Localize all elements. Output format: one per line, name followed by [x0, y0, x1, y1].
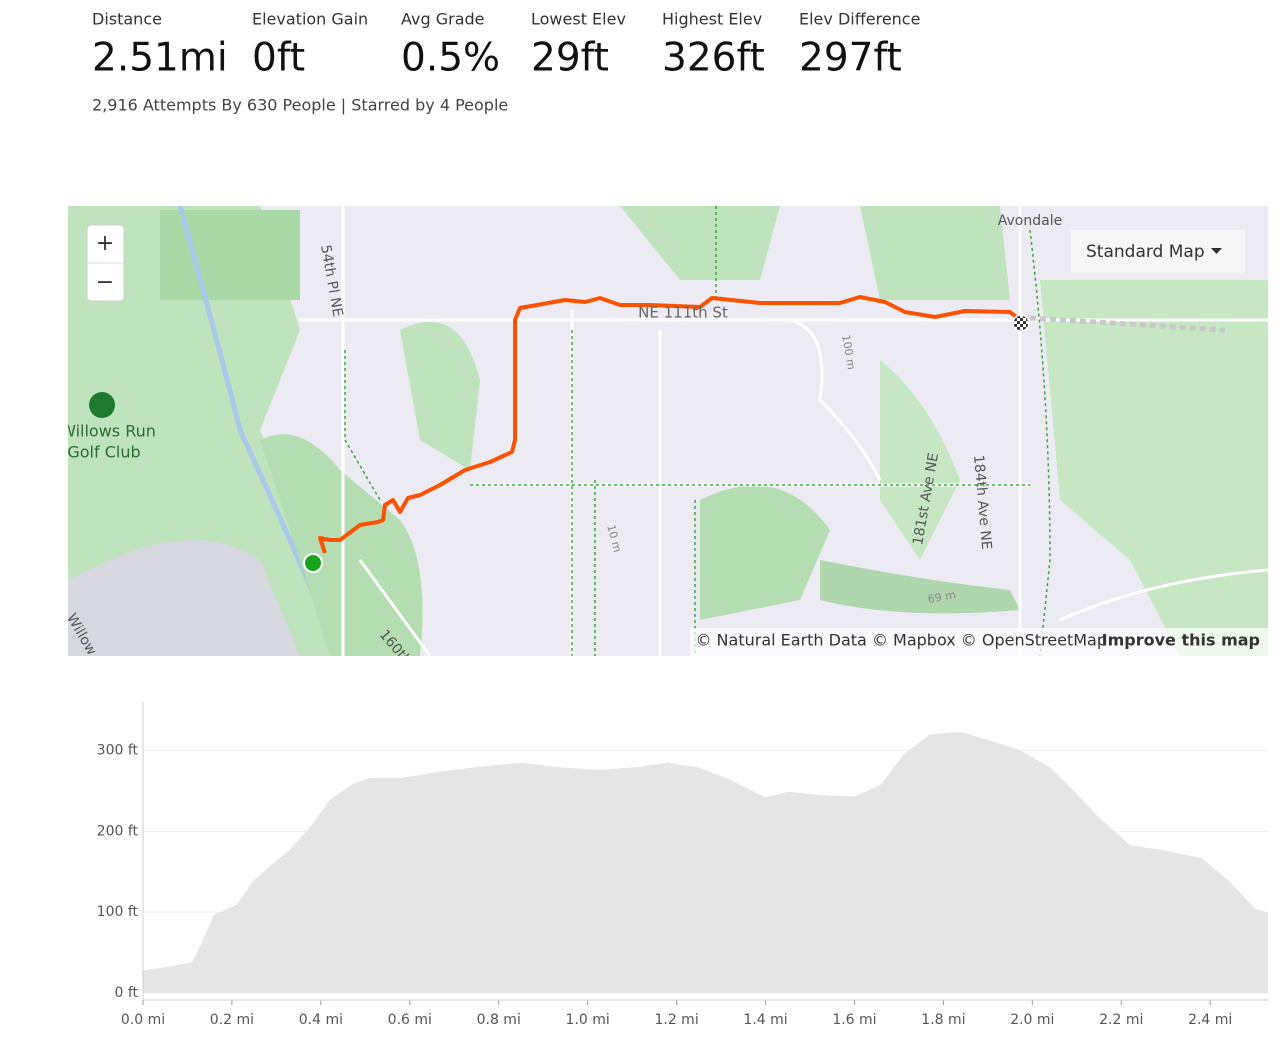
- stat-value: 326ft: [662, 36, 765, 81]
- x-tick-label: 0.4 mi: [299, 1012, 343, 1028]
- stat-label: Elevation Gain: [252, 10, 368, 29]
- green-area: [860, 206, 1010, 300]
- stat-label: Lowest Elev: [531, 10, 626, 29]
- map-label: Willows Run: [60, 422, 156, 441]
- map-style-label[interactable]: Standard Map: [1086, 242, 1205, 262]
- map-label: 69 m: [927, 588, 957, 606]
- green-area: [880, 360, 960, 560]
- map[interactable]: Avondale NE 111th St 54th Pl NE Willows …: [60, 206, 1268, 669]
- rail: [1029, 315, 1226, 333]
- green-area: [820, 560, 1020, 614]
- x-tick-label: 1.4 mi: [743, 1012, 787, 1028]
- stat-value: 297ft: [799, 36, 902, 81]
- trails: [344, 206, 1051, 656]
- map-label: NE 111th St: [638, 304, 728, 322]
- attribution: © Natural Earth Data © Mapbox © OpenStre…: [695, 631, 1107, 650]
- stat-label: Highest Elev: [662, 10, 762, 29]
- route: [318, 295, 1022, 554]
- green-area: [160, 210, 300, 300]
- x-tick-label: 0.6 mi: [388, 1012, 432, 1028]
- y-tick-label: 200 ft: [97, 823, 139, 839]
- x-tick-label: 2.4 mi: [1188, 1012, 1232, 1028]
- green-area: [1040, 280, 1268, 656]
- x-tick-label: 1.0 mi: [566, 1012, 610, 1028]
- x-tick-label: 2.0 mi: [1010, 1012, 1054, 1028]
- attribution-bg: [690, 628, 1268, 656]
- y-tick-label: 300 ft: [97, 743, 139, 759]
- stat-label: Elev Difference: [799, 10, 920, 29]
- stat-value: 2.51mi: [92, 36, 228, 81]
- green-area: [400, 321, 480, 470]
- park-icon: [89, 392, 115, 418]
- stat-value: 0.5%: [401, 36, 500, 81]
- start-marker: [303, 553, 323, 573]
- green-area: [260, 434, 423, 656]
- x-tick-label: 1.6 mi: [832, 1012, 876, 1028]
- improve-map-link[interactable]: Improve this map: [1102, 631, 1260, 650]
- dropdown-caret: [1211, 248, 1222, 254]
- zoom-out[interactable]: −: [96, 270, 114, 295]
- stat-label: Avg Grade: [401, 10, 485, 29]
- y-tick-label: 0 ft: [114, 985, 138, 1001]
- x-tick-label: 1.2 mi: [654, 1012, 698, 1028]
- green-area: [620, 206, 780, 280]
- x-tick-label: 0.2 mi: [210, 1012, 254, 1028]
- stat-label: Distance: [92, 10, 162, 29]
- elevation-area: [143, 731, 1268, 993]
- x-tick-label: 1.8 mi: [921, 1012, 965, 1028]
- map-label: 100 m: [839, 334, 858, 371]
- urban-area: [68, 540, 300, 656]
- x-tick-label: 0.0 mi: [121, 1012, 165, 1028]
- x-tick-label: 0.8 mi: [477, 1012, 521, 1028]
- map-label: Golf Club: [67, 443, 140, 462]
- zoom-in[interactable]: +: [96, 231, 114, 256]
- map-label: Avondale: [998, 213, 1062, 229]
- stat-value: 0ft: [252, 36, 305, 81]
- x-tick-label: 2.2 mi: [1099, 1012, 1143, 1028]
- stat-value: 29ft: [531, 36, 609, 81]
- elevation-chart: 0 ft 100 ft 200 ft 300 ft 0.0 mi 0.2 mi 0.4 mi…: [97, 702, 1268, 1028]
- y-tick-label: 100 ft: [97, 904, 139, 920]
- green-area: [700, 485, 830, 620]
- finish-marker: [1012, 314, 1030, 332]
- stats: Distance 2.51mi Elevation Gain 0ft Avg Grade…: [92, 10, 920, 81]
- summary: 2,916 Attempts By 630 People | Starred b…: [92, 96, 508, 115]
